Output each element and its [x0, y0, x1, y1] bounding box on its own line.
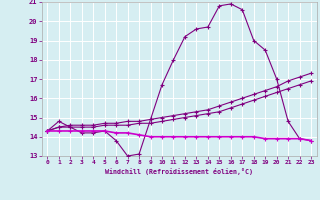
X-axis label: Windchill (Refroidissement éolien,°C): Windchill (Refroidissement éolien,°C): [105, 168, 253, 175]
